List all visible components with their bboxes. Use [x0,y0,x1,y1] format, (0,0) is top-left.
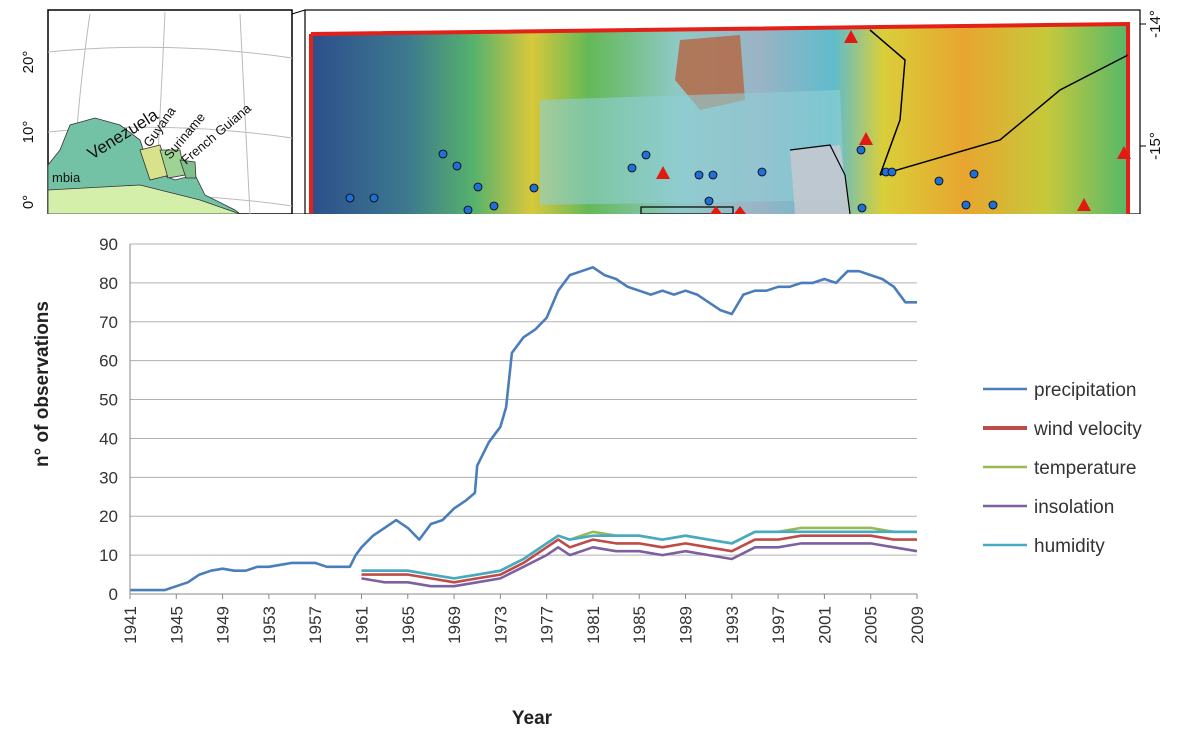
x-tick-label: 1997 [769,606,788,644]
y-axis-title: n° of observations [32,301,53,467]
legend-label-precipitation: precipitation [1034,380,1136,401]
observations-chart: 0 10 20 30 40 50 60 70 80 90 1941 1945 1949 1953 1957… [32,235,1142,729]
map-lat-tick-0: 0° [20,195,37,209]
x-tick-label: 1941 [121,606,140,644]
station-markers [345,145,998,214]
series-lines [130,266,918,592]
x-tick-label: 1993 [723,606,742,644]
y-tick-label: 0 [109,585,118,604]
map-lat-tick-20: 20° [20,51,37,74]
series-line-insolation [361,542,918,588]
x-tick-label: 1953 [260,606,279,644]
legend-label-wind-velocity: wind velocity [1033,419,1142,440]
terrain-map [304,9,1141,214]
x-tick-label: 1965 [399,606,418,644]
y-tick-label: 60 [99,352,118,371]
legend-label-temperature: temperature [1034,458,1136,479]
x-tick-label: 1981 [584,606,603,644]
x-axis-title: Year [512,708,553,729]
y-tick-label: 90 [99,235,118,254]
y-tick-label: 40 [99,429,118,448]
y-tick-label: 10 [99,546,118,565]
map-strip: mbia Venezuela Guyana Suriname French Gu… [20,9,1164,214]
grid-lines [130,243,917,556]
x-tick-labels: 1941 1945 1949 1953 1957 1961 1965 1969 1973 1977… [121,594,927,644]
x-tick-label: 1957 [306,606,325,644]
x-tick-label: 2001 [815,606,834,644]
x-tick-label: 1985 [630,606,649,644]
series-line-wind-velocity [361,534,917,584]
series-line-precipitation [130,266,917,592]
y-tick-label: 30 [99,468,118,487]
y-tick-label: 50 [99,391,118,410]
x-tick-label: 1949 [214,606,233,644]
y-tick-labels: 0 10 20 30 40 50 60 70 80 90 [99,235,118,604]
x-tick-label: 1961 [352,606,371,644]
axes [129,244,917,595]
x-tick-label: 1969 [445,606,464,644]
y-tick-label: 70 [99,313,118,332]
map-lat-tick-minus15: -15° [1147,132,1164,160]
x-tick-label: 1973 [491,606,510,644]
x-tick-label: 1945 [167,606,186,644]
y-tick-label: 20 [99,507,118,526]
legend-label-insolation: insolation [1034,497,1114,518]
legend: precipitation wind velocity temperature ins… [983,380,1142,557]
x-tick-label: 2009 [908,606,927,644]
series-line-humidity [361,530,917,580]
x-tick-label: 2005 [862,606,881,644]
country-label-colombia: mbia [52,170,81,185]
x-tick-label: 1977 [538,606,557,644]
map-lat-tick-minus14: -14° [1147,10,1164,38]
x-tick-label: 1989 [677,606,696,644]
locator-map: mbia Venezuela Guyana Suriname French Gu… [47,9,293,214]
map-lat-tick-10: 10° [20,121,37,144]
triangle-markers [656,30,1131,214]
legend-label-humidity: humidity [1034,536,1105,557]
y-tick-label: 80 [99,274,118,293]
